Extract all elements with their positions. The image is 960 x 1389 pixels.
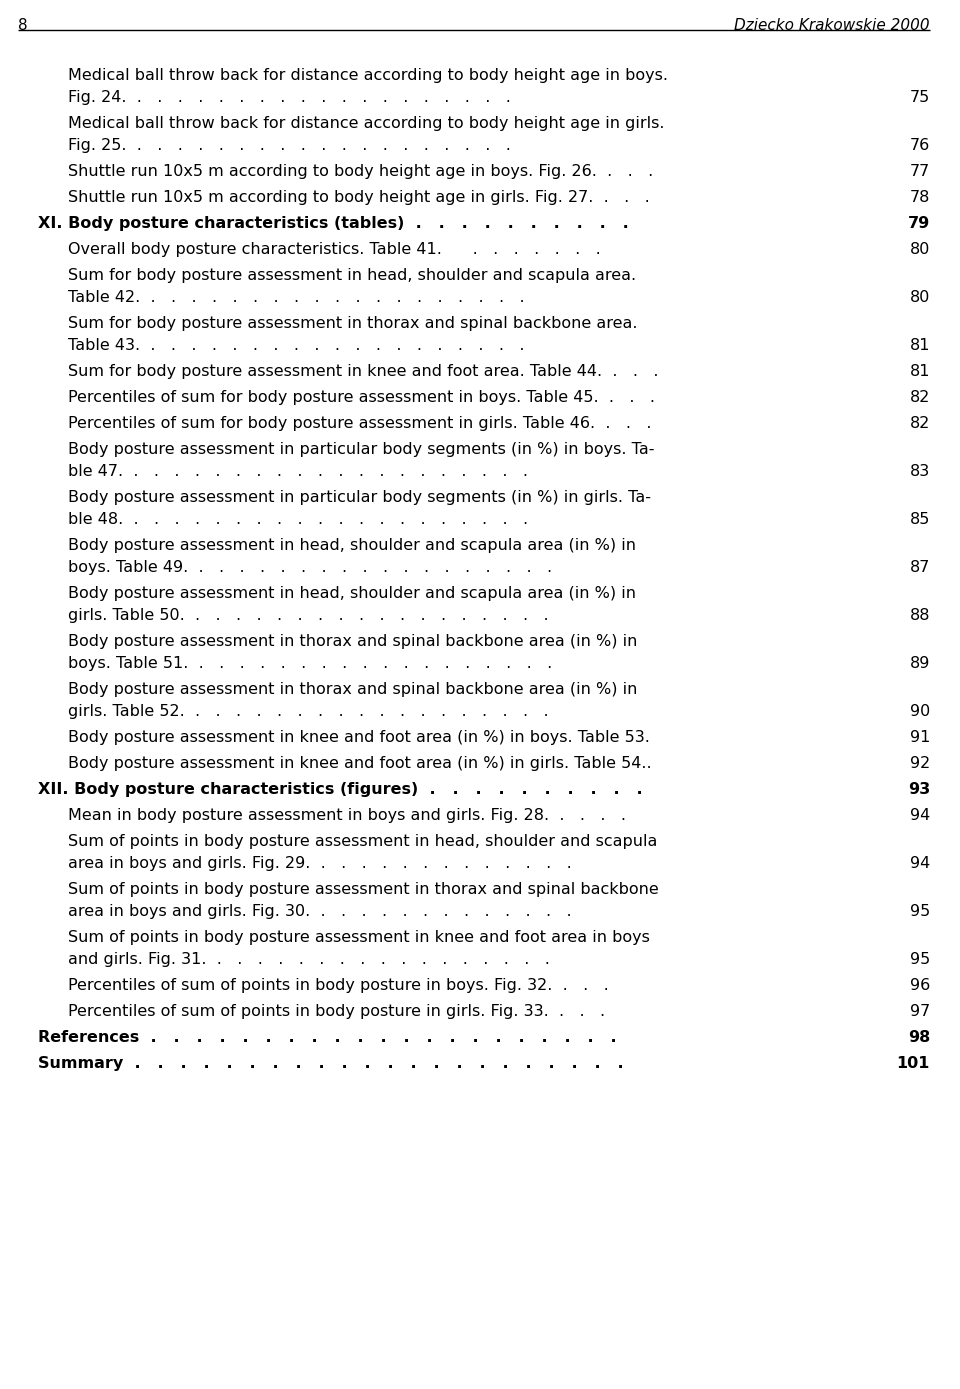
Text: Body posture assessment in thorax and spinal backbone area (in %) in: Body posture assessment in thorax and sp… (68, 633, 637, 649)
Text: boys. Table 49.  .   .   .   .   .   .   .   .   .   .   .   .   .   .   .   .  : boys. Table 49. . . . . . . . . . . . . … (68, 560, 552, 575)
Text: 80: 80 (910, 290, 930, 306)
Text: Summary  .   .   .   .   .   .   .   .   .   .   .   .   .   .   .   .   .   .  : Summary . . . . . . . . . . . . . . . . … (38, 1056, 624, 1071)
Text: 101: 101 (897, 1056, 930, 1071)
Text: XI. Body posture characteristics (tables)  .   .   .   .   .   .   .   .   .   .: XI. Body posture characteristics (tables… (38, 217, 629, 231)
Text: ble 48.  .   .   .   .   .   .   .   .   .   .   .   .   .   .   .   .   .   .  : ble 48. . . . . . . . . . . . . . . . . … (68, 513, 528, 526)
Text: ble 47.  .   .   .   .   .   .   .   .   .   .   .   .   .   .   .   .   .   .  : ble 47. . . . . . . . . . . . . . . . . … (68, 464, 528, 479)
Text: Sum of points in body posture assessment in knee and foot area in boys: Sum of points in body posture assessment… (68, 931, 650, 945)
Text: Body posture assessment in particular body segments (in %) in boys. Ta-: Body posture assessment in particular bo… (68, 442, 655, 457)
Text: 97: 97 (910, 1004, 930, 1020)
Text: Sum of points in body posture assessment in thorax and spinal backbone: Sum of points in body posture assessment… (68, 882, 659, 897)
Text: Shuttle run 10x5 m according to body height age in girls. Fig. 27.  .   .   .: Shuttle run 10x5 m according to body hei… (68, 190, 650, 206)
Text: 94: 94 (910, 856, 930, 871)
Text: 83: 83 (910, 464, 930, 479)
Text: Sum for body posture assessment in knee and foot area. Table 44.  .   .   .: Sum for body posture assessment in knee … (68, 364, 659, 379)
Text: 87: 87 (910, 560, 930, 575)
Text: Percentiles of sum of points in body posture in boys. Fig. 32.  .   .   .: Percentiles of sum of points in body pos… (68, 978, 609, 993)
Text: 95: 95 (910, 904, 930, 920)
Text: 98: 98 (908, 1031, 930, 1045)
Text: Body posture assessment in thorax and spinal backbone area (in %) in: Body posture assessment in thorax and sp… (68, 682, 637, 697)
Text: Dziecko Krakowskie 2000: Dziecko Krakowskie 2000 (734, 18, 930, 33)
Text: 75: 75 (910, 90, 930, 106)
Text: area in boys and girls. Fig. 30.  .   .   .   .   .   .   .   .   .   .   .   . : area in boys and girls. Fig. 30. . . . .… (68, 904, 571, 920)
Text: 80: 80 (910, 242, 930, 257)
Text: Body posture assessment in knee and foot area (in %) in boys. Table 53.: Body posture assessment in knee and foot… (68, 731, 650, 745)
Text: Body posture assessment in head, shoulder and scapula area (in %) in: Body posture assessment in head, shoulde… (68, 538, 636, 553)
Text: XII. Body posture characteristics (figures)  .   .   .   .   .   .   .   .   .  : XII. Body posture characteristics (figur… (38, 782, 642, 797)
Text: 81: 81 (909, 338, 930, 353)
Text: and girls. Fig. 31.  .   .   .   .   .   .   .   .   .   .   .   .   .   .   .  : and girls. Fig. 31. . . . . . . . . . . … (68, 951, 550, 967)
Text: Fig. 25.  .   .   .   .   .   .   .   .   .   .   .   .   .   .   .   .   .   . : Fig. 25. . . . . . . . . . . . . . . . .… (68, 138, 511, 153)
Text: 79: 79 (908, 217, 930, 231)
Text: Sum for body posture assessment in head, shoulder and scapula area.: Sum for body posture assessment in head,… (68, 268, 636, 283)
Text: girls. Table 52.  .   .   .   .   .   .   .   .   .   .   .   .   .   .   .   . : girls. Table 52. . . . . . . . . . . . .… (68, 704, 548, 720)
Text: Medical ball throw back for distance according to body height age in boys.: Medical ball throw back for distance acc… (68, 68, 668, 83)
Text: 76: 76 (910, 138, 930, 153)
Text: Percentiles of sum of points in body posture in girls. Fig. 33.  .   .   .: Percentiles of sum of points in body pos… (68, 1004, 605, 1020)
Text: 92: 92 (910, 756, 930, 771)
Text: 8: 8 (18, 18, 28, 33)
Text: boys. Table 51.  .   .   .   .   .   .   .   .   .   .   .   .   .   .   .   .  : boys. Table 51. . . . . . . . . . . . . … (68, 656, 552, 671)
Text: 95: 95 (910, 951, 930, 967)
Text: Shuttle run 10x5 m according to body height age in boys. Fig. 26.  .   .   .: Shuttle run 10x5 m according to body hei… (68, 164, 653, 179)
Text: Sum of points in body posture assessment in head, shoulder and scapula: Sum of points in body posture assessment… (68, 833, 658, 849)
Text: Body posture assessment in knee and foot area (in %) in girls. Table 54..: Body posture assessment in knee and foot… (68, 756, 652, 771)
Text: Body posture assessment in particular body segments (in %) in girls. Ta-: Body posture assessment in particular bo… (68, 490, 651, 506)
Text: girls. Table 50.  .   .   .   .   .   .   .   .   .   .   .   .   .   .   .   . : girls. Table 50. . . . . . . . . . . . .… (68, 608, 548, 624)
Text: 88: 88 (909, 608, 930, 624)
Text: 81: 81 (909, 364, 930, 379)
Text: 82: 82 (910, 415, 930, 431)
Text: Percentiles of sum for body posture assessment in girls. Table 46.  .   .   .: Percentiles of sum for body posture asse… (68, 415, 652, 431)
Text: References  .   .   .   .   .   .   .   .   .   .   .   .   .   .   .   .   .   : References . . . . . . . . . . . . . . .… (38, 1031, 616, 1045)
Text: 85: 85 (910, 513, 930, 526)
Text: Mean in body posture assessment in boys and girls. Fig. 28.  .   .   .   .: Mean in body posture assessment in boys … (68, 808, 626, 824)
Text: 94: 94 (910, 808, 930, 824)
Text: 77: 77 (910, 164, 930, 179)
Text: 91: 91 (910, 731, 930, 745)
Text: Table 42.  .   .   .   .   .   .   .   .   .   .   .   .   .   .   .   .   .   .: Table 42. . . . . . . . . . . . . . . . … (68, 290, 524, 306)
Text: 96: 96 (910, 978, 930, 993)
Text: 93: 93 (908, 782, 930, 797)
Text: area in boys and girls. Fig. 29.  .   .   .   .   .   .   .   .   .   .   .   . : area in boys and girls. Fig. 29. . . . .… (68, 856, 572, 871)
Text: 82: 82 (910, 390, 930, 406)
Text: 90: 90 (910, 704, 930, 720)
Text: Overall body posture characteristics. Table 41.      .   .   .   .   .   .   .: Overall body posture characteristics. Ta… (68, 242, 601, 257)
Text: Percentiles of sum for body posture assessment in boys. Table 45.  .   .   .: Percentiles of sum for body posture asse… (68, 390, 655, 406)
Text: Table 43.  .   .   .   .   .   .   .   .   .   .   .   .   .   .   .   .   .   .: Table 43. . . . . . . . . . . . . . . . … (68, 338, 524, 353)
Text: Fig. 24.  .   .   .   .   .   .   .   .   .   .   .   .   .   .   .   .   .   . : Fig. 24. . . . . . . . . . . . . . . . .… (68, 90, 511, 106)
Text: 78: 78 (910, 190, 930, 206)
Text: 89: 89 (910, 656, 930, 671)
Text: Medical ball throw back for distance according to body height age in girls.: Medical ball throw back for distance acc… (68, 117, 664, 131)
Text: Body posture assessment in head, shoulder and scapula area (in %) in: Body posture assessment in head, shoulde… (68, 586, 636, 601)
Text: Sum for body posture assessment in thorax and spinal backbone area.: Sum for body posture assessment in thora… (68, 317, 637, 331)
